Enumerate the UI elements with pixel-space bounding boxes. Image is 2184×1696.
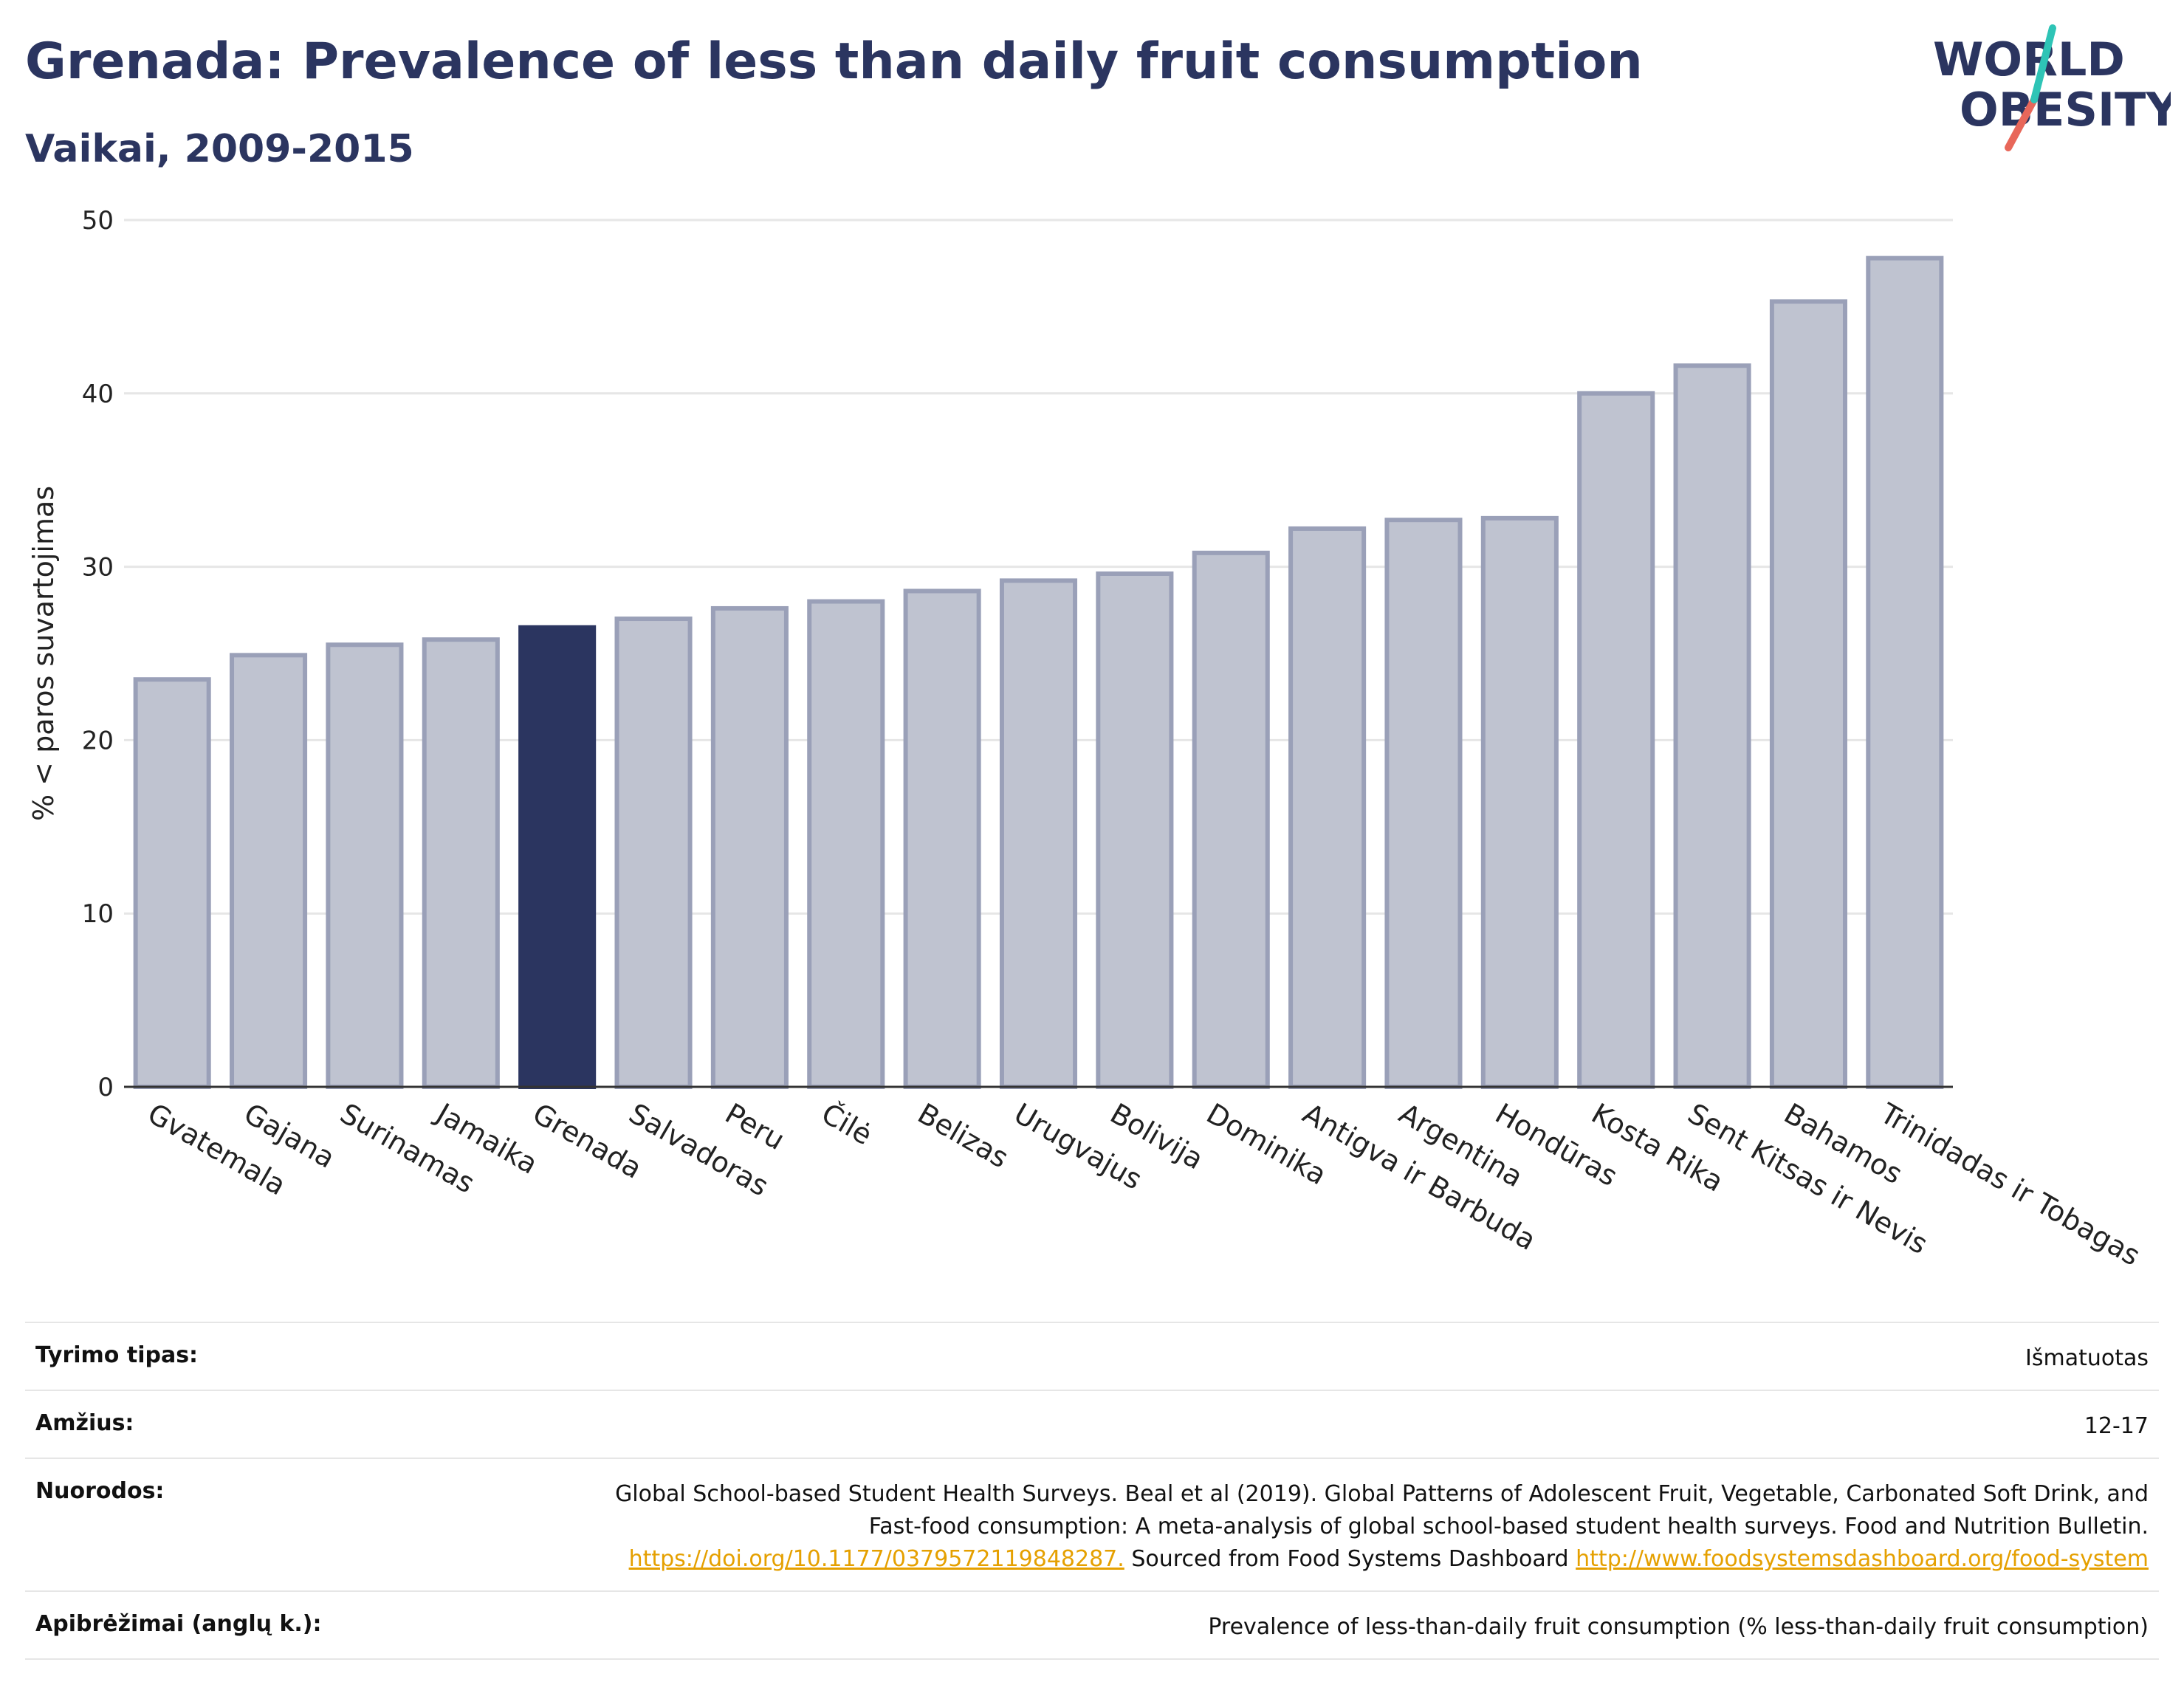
world-obesity-logo: WORLD OBESITY: [1927, 22, 2180, 155]
y-tick-label: 0: [97, 1073, 114, 1102]
bar-belizas: [903, 588, 981, 1089]
bar-antigva-ir-barbuda: [1288, 526, 1367, 1090]
info-row-references: Nuorodos: Global School-based Student He…: [25, 1458, 2159, 1590]
info-table: Tyrimo tipas: Išmatuotas Amžius: 12-17 N…: [25, 1322, 2159, 1660]
y-tick-label: 20: [82, 726, 114, 755]
y-tick-label: 30: [82, 553, 114, 583]
info-value: 12-17: [2084, 1413, 2149, 1439]
x-tick-label: Belizas: [913, 1097, 1014, 1175]
doi-link[interactable]: https://doi.org/10.1177/0379572119848287…: [628, 1546, 1124, 1572]
info-value: Išmatuotas: [2025, 1345, 2149, 1371]
info-value: Prevalence of less-than-daily fruit cons…: [1208, 1614, 2149, 1640]
info-label: Tyrimo tipas:: [35, 1342, 199, 1368]
reference-source-text: Sourced from Food Systems Dashboard: [1131, 1546, 1569, 1572]
bar-kosta-rika: [1577, 391, 1655, 1089]
bar-salvadoras: [614, 617, 693, 1089]
info-label: Nuorodos:: [35, 1478, 165, 1504]
bar-trinidadas-ir-tobagas: [1866, 255, 1944, 1089]
bar-gvatemala: [133, 677, 211, 1089]
bar-urugvajus: [999, 578, 1078, 1089]
x-tick-label: Peru: [720, 1097, 790, 1156]
y-tick-label: 40: [82, 380, 114, 409]
info-value-references: Global School-based Student Health Surve…: [576, 1478, 2149, 1576]
x-tick-label: Čilė: [816, 1097, 878, 1152]
y-axis-label: % < paros suvartojimas: [27, 486, 60, 821]
reference-text: Global School-based Student Health Surve…: [615, 1481, 2149, 1539]
bar-grenada: [518, 625, 597, 1089]
y-tick-label: 10: [82, 899, 114, 929]
bar-jamaika: [422, 637, 500, 1089]
bar-sent-kitsas-ir-nevis: [1673, 363, 1751, 1089]
bar-argentina: [1384, 518, 1463, 1090]
info-label: Amžius:: [35, 1410, 134, 1436]
info-row-survey-type: Tyrimo tipas: Išmatuotas: [25, 1322, 2159, 1390]
bar-čilė: [807, 599, 885, 1089]
bar-gajana: [230, 653, 308, 1089]
bar-dominika: [1192, 550, 1270, 1090]
bar-hondūras: [1480, 515, 1559, 1089]
info-row-age: Amžius: 12-17: [25, 1390, 2159, 1458]
svg-text:WORLD: WORLD: [1933, 32, 2125, 86]
dashboard-link[interactable]: http://www.foodsystemsdashboard.org/food…: [1576, 1546, 2149, 1572]
x-tick-label: Grenada: [527, 1097, 648, 1185]
svg-text:OBESITY: OBESITY: [1960, 83, 2171, 137]
chart-subtitle: Vaikai, 2009-2015: [25, 127, 414, 171]
bar-bahamos: [1769, 299, 1847, 1090]
bar-bolivija: [1096, 571, 1174, 1089]
chart-title: Grenada: Prevalence of less than daily f…: [25, 32, 1643, 91]
bar-peru: [710, 605, 789, 1089]
info-row-definition: Apibrėžimai (anglų k.): Prevalence of le…: [25, 1590, 2159, 1660]
bar-surinamas: [326, 642, 404, 1089]
info-label: Apibrėžimai (anglų k.):: [35, 1611, 322, 1637]
y-tick-label: 50: [82, 206, 114, 236]
